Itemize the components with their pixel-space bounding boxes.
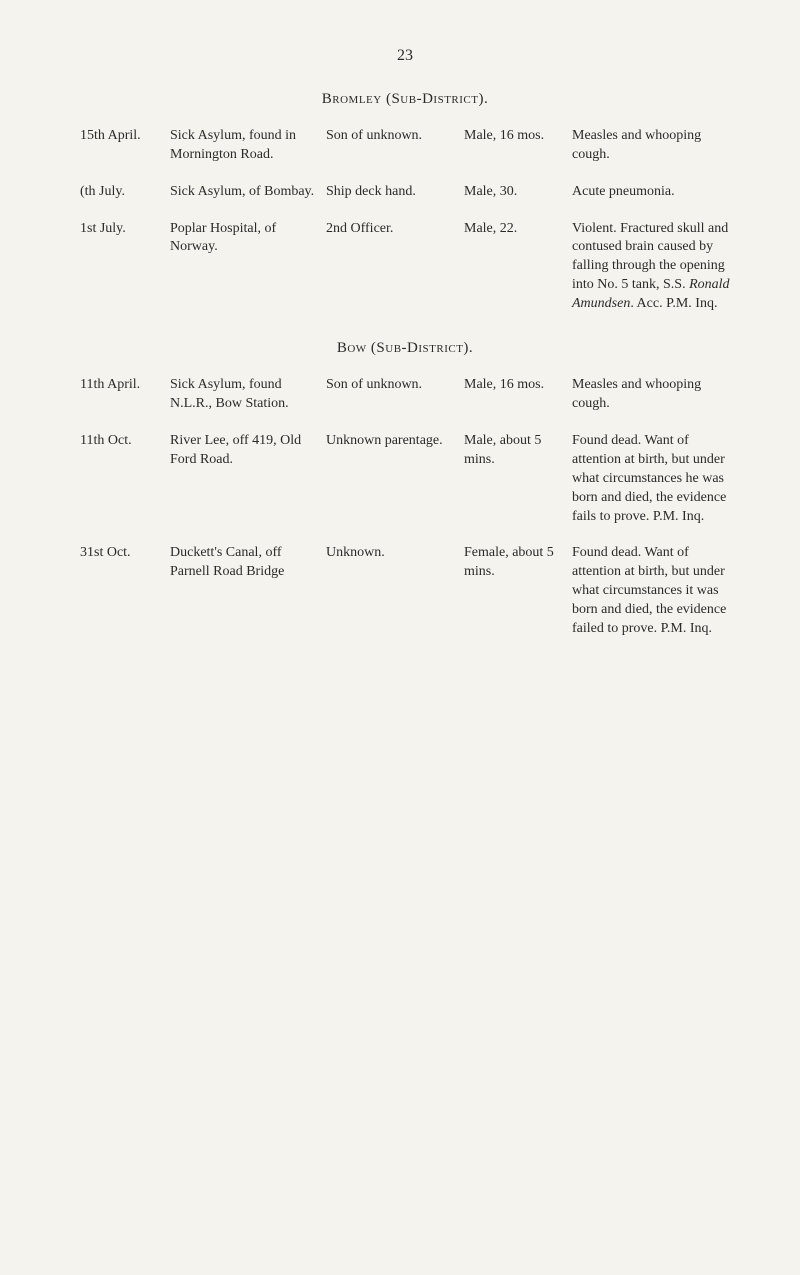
entry-person: Male, about 5 mins. xyxy=(464,432,572,470)
entry-cause: Measles and whooping cough. xyxy=(572,376,730,414)
entry-place: Sick Asylum, found in Mornington Road. xyxy=(170,127,326,165)
entry-row: 15th April. Sick Asylum, found in Mornin… xyxy=(80,127,730,165)
entry-person: Female, about 5 mins. xyxy=(464,544,572,582)
entry-row: 1st July. Poplar Hospital, of Norway. 2n… xyxy=(80,220,730,314)
entry-place: Sick Asylum, found N.L.R., Bow Station. xyxy=(170,376,326,414)
entry-row: 11th April. Sick Asylum, found N.L.R., B… xyxy=(80,376,730,414)
entry-cause: Acute pneumonia. xyxy=(572,183,730,202)
entry-parent: Son of unknown. xyxy=(326,127,464,146)
entry-date: 11th Oct. xyxy=(80,432,170,451)
entry-date: (th July. xyxy=(80,183,170,202)
entry-row: 31st Oct. Duckett's Canal, off Parnell R… xyxy=(80,544,730,638)
entry-cause: Violent. Fractured skull and contused br… xyxy=(572,220,730,314)
entry-place: Sick Asylum, of Bombay. xyxy=(170,183,326,202)
entry-date: 31st Oct. xyxy=(80,544,170,563)
page-number: 23 xyxy=(80,45,730,67)
entry-place: Poplar Hospital, of Norway. xyxy=(170,220,326,258)
district-heading-bow: Bow (Sub-District). xyxy=(80,338,730,358)
entry-cause: Found dead. Want of attention at birth, … xyxy=(572,544,730,638)
entry-parent: 2nd Officer. xyxy=(326,220,464,239)
entry-date: 11th April. xyxy=(80,376,170,395)
entry-place: River Lee, off 419, Old Ford Road. xyxy=(170,432,326,470)
entry-cause: Found dead. Want of attention at birth, … xyxy=(572,432,730,526)
entry-cause: Measles and whooping cough. xyxy=(572,127,730,165)
entry-parent: Unknown. xyxy=(326,544,464,563)
entry-parent: Son of unknown. xyxy=(326,376,464,395)
entry-person: Male, 16 mos. xyxy=(464,127,572,146)
entry-person: Male, 22. xyxy=(464,220,572,239)
entry-person: Male, 30. xyxy=(464,183,572,202)
entry-person: Male, 16 mos. xyxy=(464,376,572,395)
entry-date: 1st July. xyxy=(80,220,170,239)
entry-date: 15th April. xyxy=(80,127,170,146)
entry-parent: Ship deck hand. xyxy=(326,183,464,202)
entry-row: (th July. Sick Asylum, of Bombay. Ship d… xyxy=(80,183,730,202)
entry-place: Duckett's Canal, off Parnell Road Bridge xyxy=(170,544,326,582)
ship-name: Ronald Amundsen xyxy=(572,277,730,311)
entry-parent: Unknown parentage. xyxy=(326,432,464,451)
entry-row: 11th Oct. River Lee, off 419, Old Ford R… xyxy=(80,432,730,526)
district-heading-bromley: Bromley (Sub-District). xyxy=(80,89,730,109)
